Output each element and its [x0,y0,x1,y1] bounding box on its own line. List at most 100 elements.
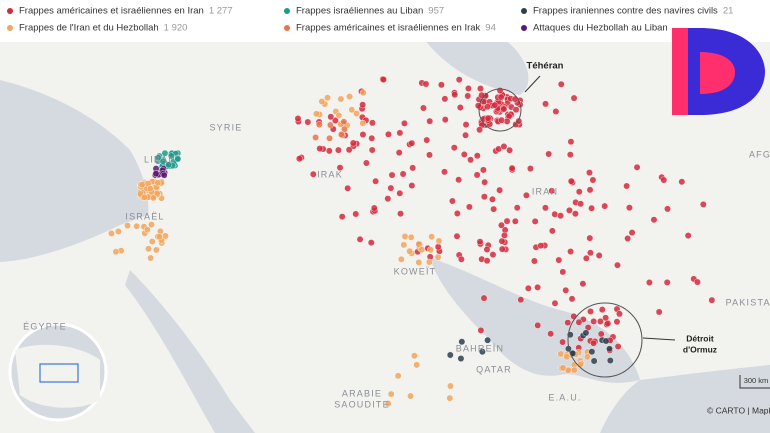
strike-dot [160,171,168,179]
strike-dot [326,134,333,142]
strike-dot [590,339,597,347]
strike-dot [547,330,555,338]
strike-dot [524,284,532,292]
legend-label: Frappes israéliennes au Liban [296,6,423,17]
strike-dot [426,151,433,159]
strike-dot [167,152,175,160]
strike-dot [408,139,416,147]
strike-dot [141,193,149,201]
logo [672,28,765,115]
strike-dot [606,357,614,364]
strike-dot [447,382,454,390]
strike-dot [663,279,671,286]
strike-dot [557,80,565,88]
legend-count: 1 277 [209,6,233,17]
strike-dot [531,257,538,265]
strike-dot [555,256,563,264]
strike-dot [531,218,539,225]
legend-count: 21 [723,6,734,17]
scale-label: 300 km [744,376,769,385]
strike-dot [165,161,173,169]
strike-dot [348,106,356,114]
strike-dot [149,194,157,202]
strike-dot [406,247,414,255]
strike-dot [162,232,169,240]
strike-dot [359,119,367,127]
strike-dot [483,246,491,253]
strike-dot [408,182,416,189]
strike-dot [407,392,414,400]
credit: © CARTO | Mapl [707,405,770,415]
strike-dot [133,222,141,230]
strike-dot [563,353,571,361]
strike-dot [441,168,448,176]
strike-dot [577,200,585,208]
strike-dot [498,245,506,253]
strike-dot [359,101,367,109]
strike-dot [397,210,404,218]
strike-dot [387,390,395,398]
strike-dot [584,353,591,361]
strike-dot [575,318,583,326]
strike-dot [477,85,484,92]
strike-dot [587,308,594,315]
strike-dot [465,203,473,211]
strike-dot [623,182,631,190]
strike-dot [490,205,498,213]
strike-dot [476,238,484,246]
strike-dot [480,193,488,201]
strike-dot [407,233,415,241]
strike-dot [426,117,434,125]
place-label: QATAR [476,364,512,374]
strike-dot [511,95,519,103]
strike-dot [616,310,623,318]
strike-dot [363,159,370,167]
strike-dot [367,239,375,247]
strike-dot [401,119,408,127]
strike-dot [655,308,663,316]
strike-dot [567,177,575,185]
strike-dot [511,217,519,225]
strike-dot [568,295,576,303]
strike-dot [415,240,423,248]
strike-dot [506,146,514,154]
strike-dot [335,112,343,119]
strike-dot [534,321,542,329]
hormuz-circle [567,302,643,378]
strike-dot [156,233,163,241]
strike-dot [428,233,436,241]
place-label: IRAK [317,169,343,179]
place-label: AFG [749,149,770,159]
strike-dot [148,238,156,245]
strike-dot [460,151,468,158]
strike-dot [590,357,598,365]
legend-label: Frappes américaines et israéliennes en I… [19,6,204,17]
strike-dot [438,81,445,89]
strike-dot [154,179,162,187]
legend-swatch [7,25,13,31]
strike-dot [602,314,610,322]
place-label: SAOUDITE [334,399,390,409]
strike-dot [602,337,610,345]
strike-dot [338,213,346,221]
strike-dot [551,299,559,307]
strike-dot [385,130,392,138]
strike-dot [331,117,339,124]
strike-dot [552,108,560,115]
strike-dot [401,233,409,240]
legend-label: Frappes de l'Iran et du Hezbollah [19,23,159,34]
strike-dot [315,121,323,129]
strike-dot [147,254,155,262]
strike-dot [491,101,499,109]
strike-dot [567,248,574,255]
strike-dot [304,118,312,126]
legend-label: Frappes iraniennes contre des navires ci… [533,6,718,17]
strike-dot [501,231,508,239]
strike-dot [423,136,431,144]
strike-dot [344,184,352,192]
strike-dot [154,154,162,162]
place-label: SYRIE [209,122,242,132]
strike-dot [462,131,469,139]
strike-dot [523,191,530,199]
